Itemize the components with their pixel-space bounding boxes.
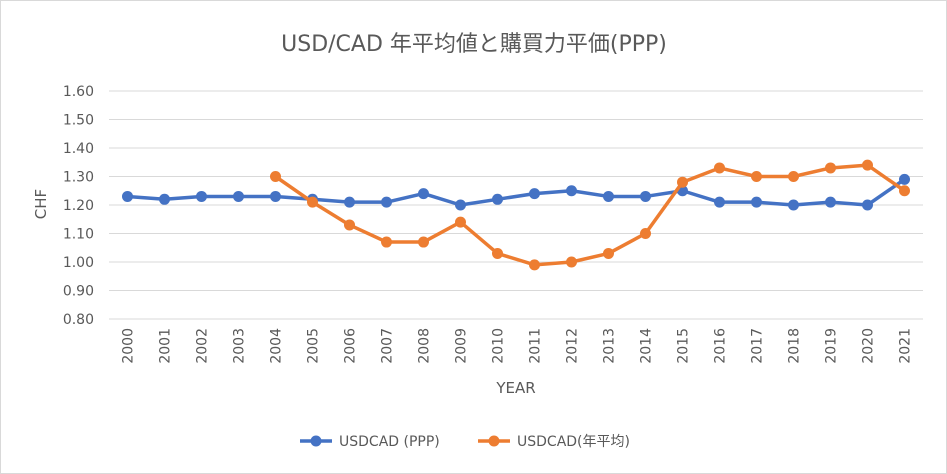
y-tick-label: 1.10 bbox=[63, 227, 94, 243]
y-tick-label: 1.30 bbox=[63, 170, 94, 186]
y-axis-title: CHF bbox=[32, 189, 50, 219]
data-point bbox=[751, 196, 762, 208]
series-annual bbox=[270, 159, 910, 271]
data-point bbox=[492, 247, 503, 259]
data-point bbox=[566, 185, 577, 197]
data-point bbox=[751, 171, 762, 182]
data-point bbox=[270, 190, 281, 202]
x-tick-label: 2008 bbox=[417, 328, 433, 364]
y-tick-label: 0.90 bbox=[63, 284, 94, 300]
y-tick-label: 0.80 bbox=[63, 312, 94, 328]
x-tick-label: 2006 bbox=[343, 328, 359, 364]
legend-label-annual: USDCAD(年平均) bbox=[517, 434, 630, 450]
data-point bbox=[640, 190, 651, 202]
series-layer bbox=[122, 159, 910, 271]
data-point bbox=[825, 162, 836, 174]
x-tick-label: 2005 bbox=[306, 328, 322, 364]
x-tick-label: 2002 bbox=[195, 328, 211, 364]
data-point bbox=[714, 196, 725, 208]
legend-item-annual: USDCAD(年平均) bbox=[478, 434, 630, 450]
data-point bbox=[418, 236, 429, 248]
x-tick-label: 2015 bbox=[676, 328, 692, 364]
data-point bbox=[899, 173, 910, 185]
y-tick-label: 1.50 bbox=[63, 113, 94, 129]
y-axis-ticks: 1.60 1.50 1.40 1.30 1.20 1.10 1.00 0.90 0.80 bbox=[63, 84, 94, 328]
data-point bbox=[344, 196, 355, 208]
series-line bbox=[273, 163, 907, 267]
x-tick-label: 2001 bbox=[158, 328, 174, 364]
data-point bbox=[233, 190, 244, 202]
legend-marker-annual bbox=[488, 435, 500, 447]
x-tick-label: 2020 bbox=[861, 328, 877, 364]
legend-label-ppp: USDCAD (PPP) bbox=[339, 434, 440, 450]
data-point bbox=[344, 219, 355, 231]
x-tick-label: 2017 bbox=[750, 328, 766, 364]
gridlines bbox=[109, 90, 923, 320]
x-tick-label: 2003 bbox=[232, 328, 248, 364]
x-tick-label: 2007 bbox=[380, 328, 396, 364]
chart-title: USD/CAD 年平均値と購買力平価(PPP) bbox=[281, 32, 667, 57]
data-point bbox=[270, 171, 281, 182]
data-point bbox=[529, 259, 540, 271]
legend-item-ppp: USDCAD (PPP) bbox=[300, 434, 440, 450]
data-point bbox=[862, 199, 873, 211]
data-point bbox=[307, 196, 318, 208]
data-point bbox=[899, 185, 910, 197]
data-point bbox=[381, 236, 392, 248]
data-point bbox=[455, 216, 466, 228]
x-tick-label: 2012 bbox=[565, 328, 581, 364]
data-point bbox=[381, 196, 392, 208]
x-tick-label: 2000 bbox=[121, 328, 137, 364]
x-axis-ticks: 2000 2001 2002 2003 2004 2005 2006 2007 2008 2009… bbox=[121, 328, 914, 364]
y-tick-label: 1.60 bbox=[63, 84, 94, 100]
data-point bbox=[677, 176, 688, 188]
data-point bbox=[603, 247, 614, 259]
x-tick-label: 2014 bbox=[639, 328, 655, 364]
x-axis-title: YEAR bbox=[495, 379, 535, 397]
legend: USDCAD (PPP) USDCAD(年平均) bbox=[300, 434, 630, 450]
y-tick-label: 1.00 bbox=[63, 255, 94, 271]
data-point bbox=[455, 199, 466, 211]
x-tick-label: 2021 bbox=[898, 328, 914, 364]
x-tick-label: 2011 bbox=[528, 328, 544, 364]
x-tick-label: 2004 bbox=[269, 328, 285, 364]
data-point bbox=[122, 190, 133, 202]
x-tick-label: 2016 bbox=[713, 328, 729, 364]
data-point bbox=[159, 193, 170, 205]
series-ppp bbox=[122, 173, 910, 211]
x-tick-label: 2019 bbox=[824, 328, 840, 364]
data-point bbox=[640, 228, 651, 239]
y-tick-label: 1.40 bbox=[63, 141, 94, 157]
x-tick-label: 2018 bbox=[787, 328, 803, 364]
data-point bbox=[788, 199, 799, 211]
data-point bbox=[566, 256, 577, 268]
data-point bbox=[714, 162, 725, 174]
data-point bbox=[492, 193, 503, 205]
y-tick-label: 1.20 bbox=[63, 198, 94, 214]
data-point bbox=[196, 190, 207, 202]
data-point bbox=[825, 196, 836, 208]
data-point bbox=[862, 159, 873, 171]
data-point bbox=[603, 190, 614, 202]
data-point bbox=[529, 188, 540, 200]
legend-marker-ppp bbox=[310, 435, 322, 447]
x-tick-label: 2009 bbox=[454, 328, 470, 364]
x-tick-label: 2010 bbox=[491, 328, 507, 364]
data-point bbox=[418, 188, 429, 200]
data-point bbox=[788, 171, 799, 182]
series-line bbox=[125, 177, 907, 207]
x-tick-label: 2013 bbox=[602, 328, 618, 364]
